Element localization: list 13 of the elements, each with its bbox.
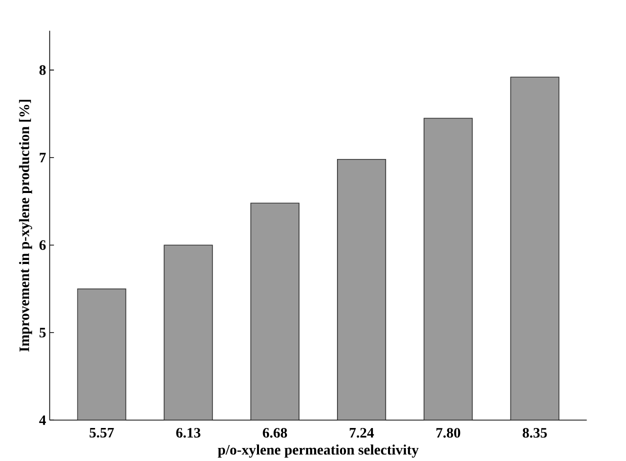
x-tick-label: 7.80 — [436, 428, 460, 438]
x-axis-title: p/o-xylene permeation selectivity — [218, 444, 419, 458]
y-tick-label: 5 — [40, 328, 46, 338]
x-tick-label: 8.35 — [522, 428, 547, 438]
x-tick-label: 7.24 — [350, 428, 374, 438]
x-tick-label: 5.57 — [90, 428, 114, 438]
x-tick-label: 6.68 — [262, 428, 288, 438]
y-tick-label: 4 — [39, 415, 46, 425]
y-tick-label: 7 — [40, 152, 46, 162]
x-tick-label: 6.13 — [176, 428, 200, 438]
y-axis-title: Improvement in p-xylene production [%] — [19, 100, 32, 352]
y-tick-label: 6 — [39, 240, 46, 250]
y-tick-label: 8 — [39, 65, 46, 75]
